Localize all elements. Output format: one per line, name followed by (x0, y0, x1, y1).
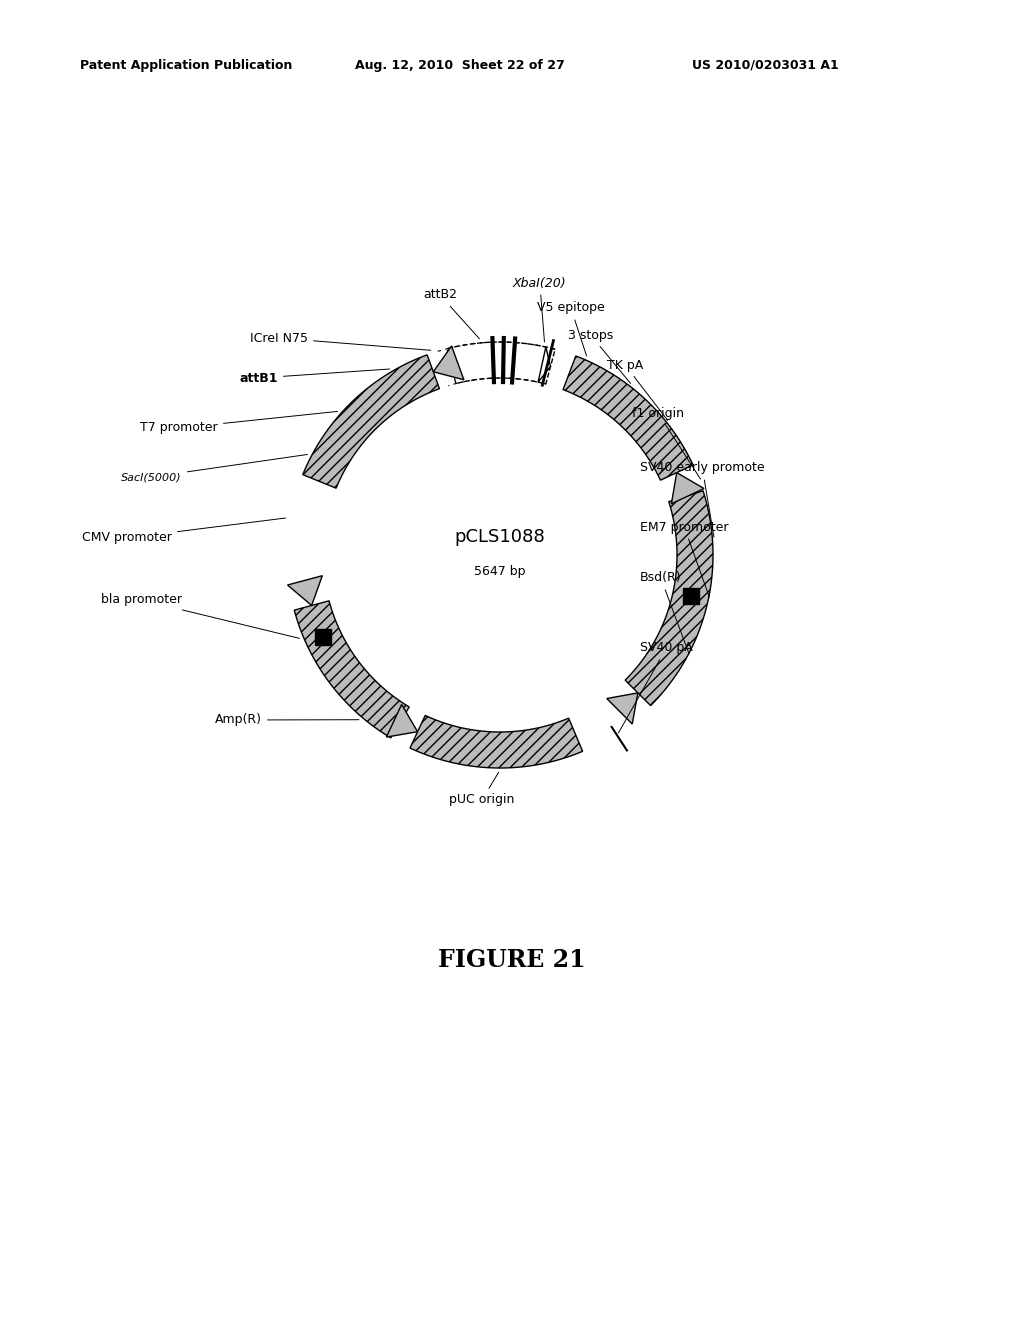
Text: SV40 pA: SV40 pA (618, 642, 693, 733)
Text: XbaI(20): XbaI(20) (513, 276, 566, 342)
Polygon shape (626, 491, 713, 706)
Polygon shape (386, 705, 418, 737)
Text: Bsd(R): Bsd(R) (640, 572, 689, 653)
Polygon shape (607, 693, 638, 723)
Polygon shape (288, 576, 323, 606)
Polygon shape (563, 356, 693, 480)
Text: Patent Application Publication: Patent Application Publication (80, 58, 293, 71)
Text: Amp(R): Amp(R) (215, 714, 359, 726)
Polygon shape (433, 346, 464, 380)
Text: SacI(5000): SacI(5000) (122, 454, 307, 482)
Polygon shape (303, 355, 439, 488)
Text: EM7 promoter: EM7 promoter (640, 520, 728, 597)
Polygon shape (294, 601, 410, 738)
Text: T7 promoter: T7 promoter (140, 412, 338, 434)
Text: bla promoter: bla promoter (101, 594, 299, 639)
Text: attB2: attB2 (423, 289, 479, 339)
Text: SV40 early promote: SV40 early promote (640, 462, 765, 537)
Text: US 2010/0203031 A1: US 2010/0203031 A1 (692, 58, 839, 71)
Text: 3 stops: 3 stops (568, 329, 631, 383)
Polygon shape (538, 347, 551, 383)
Text: pUC origin: pUC origin (450, 772, 515, 807)
Text: pCLS1088: pCLS1088 (455, 528, 546, 546)
Text: CMV promoter: CMV promoter (82, 517, 286, 544)
Text: attB1: attB1 (240, 370, 390, 384)
Text: TK pA: TK pA (607, 359, 668, 421)
Polygon shape (672, 473, 705, 504)
Text: f1 origin: f1 origin (632, 407, 700, 479)
Text: FIGURE 21: FIGURE 21 (438, 948, 586, 972)
Polygon shape (446, 342, 555, 384)
Polygon shape (410, 715, 583, 768)
Text: 5647 bp: 5647 bp (474, 565, 525, 578)
Text: Aug. 12, 2010  Sheet 22 of 27: Aug. 12, 2010 Sheet 22 of 27 (355, 58, 565, 71)
Text: ICreI N75: ICreI N75 (250, 331, 431, 350)
Text: V5 epitope: V5 epitope (537, 301, 605, 356)
